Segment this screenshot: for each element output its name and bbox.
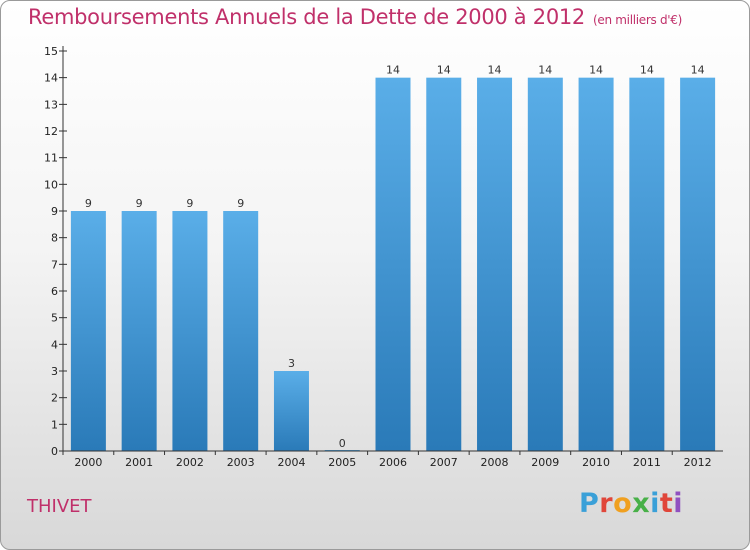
x-tick-label-2012: 2012 xyxy=(684,456,712,469)
y-tick-label-11: 11 xyxy=(44,152,58,165)
y-tick-label-10: 10 xyxy=(44,178,58,191)
proxiti-logo[interactable]: Proxiti xyxy=(579,488,683,519)
y-tick-label-1: 1 xyxy=(51,418,58,431)
logo-letter: P xyxy=(579,488,600,519)
bar-2012 xyxy=(680,77,716,452)
logo-letter: o xyxy=(613,488,633,519)
value-label-2011: 14 xyxy=(640,64,654,77)
chart-title-text: Remboursements Annuels de la Dette de 20… xyxy=(28,5,585,29)
y-tick-label-14: 14 xyxy=(44,72,58,85)
axis-layer xyxy=(59,46,723,455)
x-tick-label-2001: 2001 xyxy=(125,456,153,469)
x-tick-label-2006: 2006 xyxy=(379,456,407,469)
value-label-2010: 14 xyxy=(589,64,603,77)
logo-letter: i xyxy=(673,488,684,519)
value-label-2012: 14 xyxy=(691,64,705,77)
x-tick-label-2000: 2000 xyxy=(74,456,102,469)
bar-2004 xyxy=(273,371,309,451)
y-tick-label-5: 5 xyxy=(51,312,58,325)
x-tick-label-2011: 2011 xyxy=(633,456,661,469)
value-label-2009: 14 xyxy=(538,64,552,77)
logo-letter: t xyxy=(659,488,674,519)
y-tick-label-8: 8 xyxy=(51,232,58,245)
bar-2010 xyxy=(578,77,614,452)
x-tick-label-2008: 2008 xyxy=(481,456,509,469)
bar-2006 xyxy=(375,77,411,452)
value-label-2000: 9 xyxy=(85,197,92,210)
bar-2011 xyxy=(629,77,665,452)
x-tick-label-2007: 2007 xyxy=(430,456,458,469)
logo-letter: r xyxy=(599,488,614,519)
bar-2008 xyxy=(477,77,513,452)
bar-2003 xyxy=(223,211,259,451)
y-tick-label-4: 4 xyxy=(51,338,58,351)
x-tick-label-2002: 2002 xyxy=(176,456,204,469)
x-tick-label-2005: 2005 xyxy=(328,456,356,469)
value-label-2001: 9 xyxy=(136,197,143,210)
logo-letter: x xyxy=(632,488,651,519)
bar-2009 xyxy=(527,77,563,452)
commune-name: THIVET xyxy=(27,496,92,517)
value-label-2003: 9 xyxy=(237,197,244,210)
x-tick-label-2003: 2003 xyxy=(227,456,255,469)
logo-letter: i xyxy=(650,488,660,519)
y-tick-label-15: 15 xyxy=(44,45,58,58)
bar-2000 xyxy=(70,211,106,451)
value-label-2008: 14 xyxy=(488,64,502,77)
y-tick-label-13: 13 xyxy=(44,98,58,111)
value-label-2002: 9 xyxy=(186,197,193,210)
y-tick-label-3: 3 xyxy=(51,365,58,378)
x-tick-label-2009: 2009 xyxy=(531,456,559,469)
value-label-2006: 14 xyxy=(386,64,400,77)
y-tick-label-2: 2 xyxy=(51,392,58,405)
x-tick-label-2010: 2010 xyxy=(582,456,610,469)
y-tick-label-7: 7 xyxy=(51,258,58,271)
y-tick-label-0: 0 xyxy=(51,445,58,458)
bar-2001 xyxy=(121,211,157,451)
bar-2002 xyxy=(172,211,208,451)
value-label-2004: 3 xyxy=(288,357,295,370)
bars-layer xyxy=(70,77,716,452)
labels-layer: 9200092001920029200332004020051420061420… xyxy=(44,45,712,469)
y-tick-label-12: 12 xyxy=(44,125,58,138)
x-tick-label-2004: 2004 xyxy=(277,456,305,469)
value-label-2005: 0 xyxy=(339,437,346,450)
y-tick-label-6: 6 xyxy=(51,285,58,298)
y-tick-label-9: 9 xyxy=(51,205,58,218)
value-label-2007: 14 xyxy=(437,64,451,77)
chart-unit: (en milliers d'€) xyxy=(593,13,683,27)
bar-2007 xyxy=(426,77,462,452)
chart-title: Remboursements Annuels de la Dette de 20… xyxy=(28,5,682,29)
